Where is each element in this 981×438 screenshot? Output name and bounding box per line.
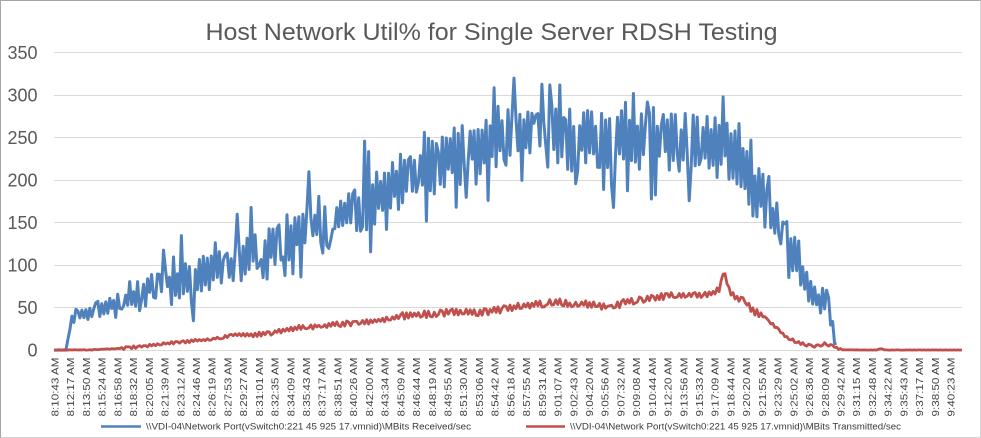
svg-text:9:37:17 AM: 9:37:17 AM [915, 358, 926, 417]
svg-text:8:16:58 AM: 8:16:58 AM [113, 358, 124, 417]
svg-text:50: 50 [17, 298, 37, 318]
svg-text:9:38:50 AM: 9:38:50 AM [931, 358, 942, 417]
svg-text:8:34:09 AM: 8:34:09 AM [286, 358, 297, 417]
svg-text:8:29:27 AM: 8:29:27 AM [239, 358, 250, 417]
svg-text:8:42:00 AM: 8:42:00 AM [365, 358, 376, 417]
svg-text:8:57:55 AM: 8:57:55 AM [522, 358, 533, 417]
svg-text:8:37:17 AM: 8:37:17 AM [318, 358, 329, 417]
svg-text:8:40:26 AM: 8:40:26 AM [349, 358, 360, 417]
svg-text:9:28:09 AM: 9:28:09 AM [821, 358, 832, 417]
svg-text:300: 300 [7, 85, 37, 105]
svg-text:9:12:20 AM: 9:12:20 AM [664, 358, 675, 417]
svg-text:8:45:09 AM: 8:45:09 AM [396, 358, 407, 417]
svg-text:9:07:32 AM: 9:07:32 AM [616, 358, 627, 417]
svg-text:8:26:19 AM: 8:26:19 AM [208, 358, 219, 417]
svg-text:9:20:20 AM: 9:20:20 AM [742, 358, 753, 417]
svg-text:8:43:34 AM: 8:43:34 AM [381, 358, 392, 417]
svg-text:9:18:44 AM: 9:18:44 AM [727, 358, 738, 417]
svg-text:150: 150 [7, 213, 37, 233]
svg-text:9:25:02 AM: 9:25:02 AM [789, 358, 800, 417]
svg-text:200: 200 [7, 171, 37, 191]
svg-text:9:35:43 AM: 9:35:43 AM [899, 358, 910, 417]
svg-text:350: 350 [7, 43, 37, 63]
svg-text:9:26:36 AM: 9:26:36 AM [805, 358, 816, 417]
svg-text:8:23:12 AM: 8:23:12 AM [176, 358, 187, 417]
svg-text:8:18:32 AM: 8:18:32 AM [129, 358, 140, 417]
svg-text:8:56:18 AM: 8:56:18 AM [506, 358, 517, 417]
svg-text:8:10:43 AM: 8:10:43 AM [51, 358, 62, 417]
svg-text:9:21:55 AM: 9:21:55 AM [758, 358, 769, 417]
svg-text:8:53:06 AM: 8:53:06 AM [475, 358, 486, 417]
svg-text:9:05:56 AM: 9:05:56 AM [601, 358, 612, 417]
svg-text:9:29:42 AM: 9:29:42 AM [837, 358, 848, 417]
svg-text:8:38:51 AM: 8:38:51 AM [334, 358, 345, 417]
svg-text:250: 250 [7, 128, 37, 148]
svg-text:8:49:55 AM: 8:49:55 AM [444, 358, 455, 417]
svg-text:8:24:46 AM: 8:24:46 AM [192, 358, 203, 417]
svg-text:8:35:43 AM: 8:35:43 AM [302, 358, 313, 417]
svg-text:8:21:39 AM: 8:21:39 AM [161, 358, 172, 417]
svg-text:9:40:23 AM: 9:40:23 AM [947, 358, 958, 417]
svg-text:\\VDI-04\Network Port(vSwitch0: \\VDI-04\Network Port(vSwitch0:221 45 92… [146, 422, 472, 432]
svg-text:8:31:01 AM: 8:31:01 AM [255, 358, 266, 417]
svg-text:9:13:56 AM: 9:13:56 AM [679, 358, 690, 417]
svg-text:100: 100 [7, 256, 37, 276]
svg-text:8:15:24 AM: 8:15:24 AM [98, 358, 109, 417]
svg-text:0: 0 [27, 341, 37, 361]
svg-text:9:32:48 AM: 9:32:48 AM [868, 358, 879, 417]
svg-text:8:59:31 AM: 8:59:31 AM [538, 358, 549, 417]
svg-text:9:15:33 AM: 9:15:33 AM [695, 358, 706, 417]
svg-text:8:32:35 AM: 8:32:35 AM [271, 358, 282, 417]
svg-text:8:27:53 AM: 8:27:53 AM [223, 358, 234, 417]
svg-text:9:34:22 AM: 9:34:22 AM [884, 358, 895, 417]
svg-text:9:01:07 AM: 9:01:07 AM [554, 358, 565, 417]
svg-text:8:12:17 AM: 8:12:17 AM [66, 358, 77, 417]
svg-text:9:17:09 AM: 9:17:09 AM [711, 358, 722, 417]
svg-text:9:10:44 AM: 9:10:44 AM [648, 358, 659, 417]
svg-text:8:51:30 AM: 8:51:30 AM [459, 358, 470, 417]
svg-text:8:54:42 AM: 8:54:42 AM [491, 358, 502, 417]
svg-text:\\VDI-04\Network Port(vSwitch0: \\VDI-04\Network Port(vSwitch0:221 45 92… [570, 422, 902, 432]
svg-text:8:46:44 AM: 8:46:44 AM [412, 358, 423, 417]
svg-text:8:20:05 AM: 8:20:05 AM [145, 358, 156, 417]
svg-text:9:04:20 AM: 9:04:20 AM [585, 358, 596, 417]
svg-text:9:23:29 AM: 9:23:29 AM [774, 358, 785, 417]
svg-text:9:31:15 AM: 9:31:15 AM [852, 358, 863, 417]
svg-text:9:02:43 AM: 9:02:43 AM [569, 358, 580, 417]
svg-text:8:13:50 AM: 8:13:50 AM [82, 358, 93, 417]
svg-text:8:48:19 AM: 8:48:19 AM [428, 358, 439, 417]
svg-text:9:09:08 AM: 9:09:08 AM [632, 358, 643, 417]
